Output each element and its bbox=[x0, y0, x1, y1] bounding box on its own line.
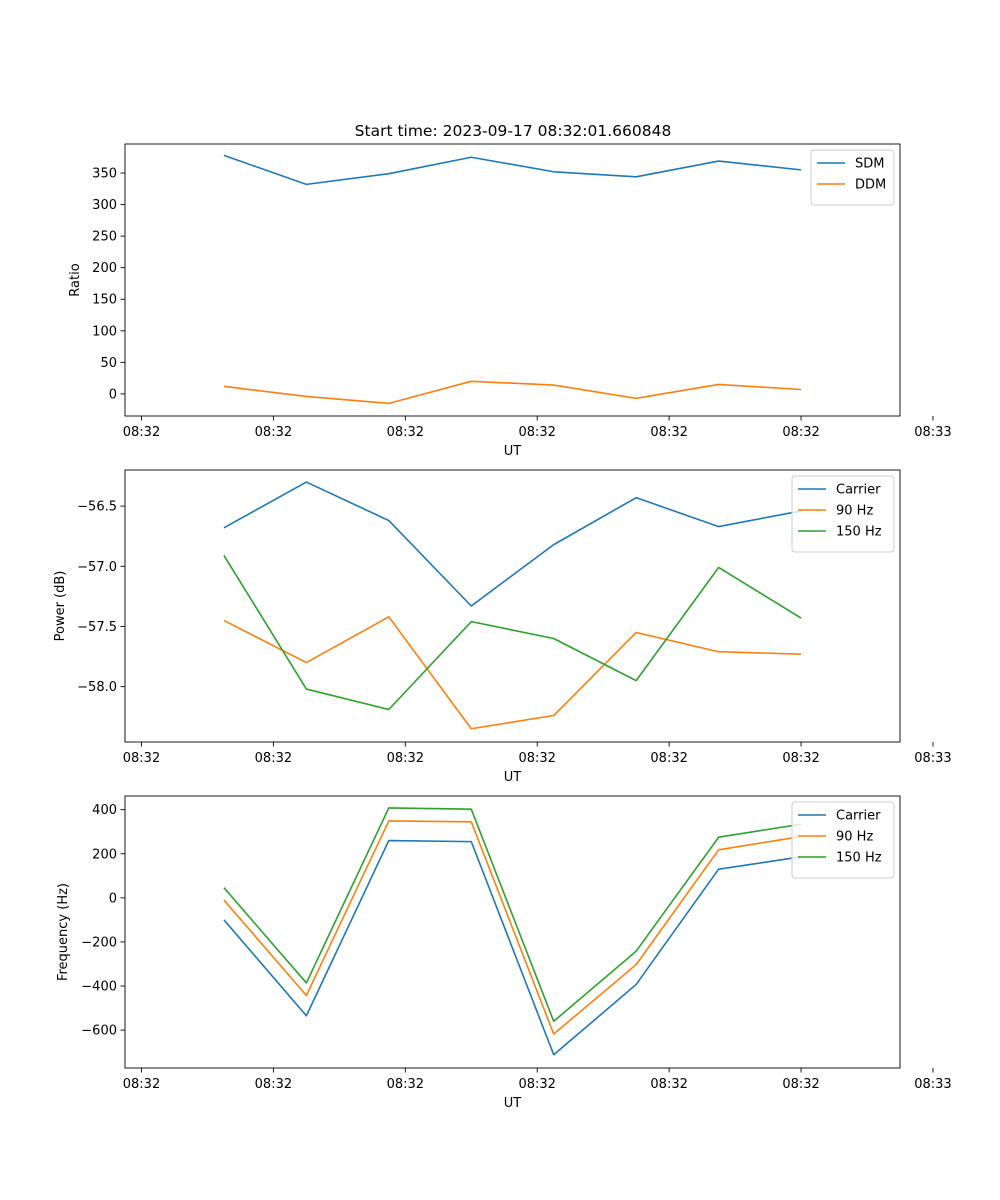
power-x-axis-label: UT bbox=[504, 770, 522, 785]
frequency-series-90-hz bbox=[223, 820, 802, 1035]
plots: 08:32 08:32 08:32 08:32 08:32 08:32 08:33 0 50 10… bbox=[53, 143, 952, 1111]
ratio-legend-label-sdm: SDM bbox=[855, 157, 884, 172]
power-legend-label-90-hz: 90 Hz bbox=[836, 504, 873, 519]
frequency-y-tick-label: −400 bbox=[81, 980, 117, 995]
frequency-x-tick-label: 08:33 bbox=[914, 1077, 951, 1092]
power-series-carrier bbox=[223, 481, 802, 607]
ratio-series-ddm bbox=[223, 380, 802, 405]
ratio-x-tick-label: 08:32 bbox=[387, 425, 424, 440]
power-x-tick-label: 08:32 bbox=[255, 751, 292, 766]
frequency-y-tick-label: 200 bbox=[92, 847, 117, 862]
power-x-tick-label: 08:32 bbox=[387, 751, 424, 766]
frequency-series-carrier bbox=[223, 839, 802, 1056]
frequency-legend-label-carrier: Carrier bbox=[836, 809, 881, 824]
frequency-x-tick-label: 08:32 bbox=[255, 1077, 292, 1092]
frequency-y-tick-label: 0 bbox=[109, 891, 117, 906]
power-x-tick-label: 08:32 bbox=[518, 751, 555, 766]
ratio-x-axis-label: UT bbox=[504, 444, 522, 459]
ratio-x-tick-label: 08:33 bbox=[914, 425, 951, 440]
ratio-y-tick-label: 100 bbox=[92, 324, 117, 339]
power-legend-box bbox=[791, 475, 895, 553]
power-y-tick-label: −57.5 bbox=[77, 620, 117, 635]
ratio-x-tick-label: 08:32 bbox=[123, 425, 160, 440]
frequency-x-tick-label: 08:32 bbox=[518, 1077, 555, 1092]
power-plot: 08:32 08:32 08:32 08:32 08:32 08:32 08:33 −58.0… bbox=[53, 469, 952, 785]
power-x-tick-label: 08:32 bbox=[123, 751, 160, 766]
ratio-y-tick-label: 200 bbox=[92, 261, 117, 276]
ratio-x-tick-label: 08:32 bbox=[518, 425, 555, 440]
power-axes-frame bbox=[124, 469, 901, 743]
frequency-x-tick-label: 08:32 bbox=[123, 1077, 160, 1092]
power-series-90-hz bbox=[223, 616, 802, 730]
ratio-y-tick-label: 50 bbox=[100, 356, 117, 371]
ratio-plot: 08:32 08:32 08:32 08:32 08:32 08:32 08:33 0 50 10… bbox=[68, 143, 952, 459]
frequency-legend: Carrier 90 Hz 150 Hz bbox=[791, 801, 895, 879]
power-legend-label-150-hz: 150 Hz bbox=[836, 525, 882, 540]
frequency-y-axis-label: Frequency (Hz) bbox=[56, 883, 71, 981]
power-y-tick-label: −57.0 bbox=[77, 560, 117, 575]
power-y-tick-label: −58.0 bbox=[77, 680, 117, 695]
ratio-x-tick-label: 08:32 bbox=[650, 425, 687, 440]
power-x-tick-label: 08:33 bbox=[914, 751, 951, 766]
ratio-y-tick-label: 150 bbox=[92, 293, 117, 308]
frequency-x-tick-label: 08:32 bbox=[650, 1077, 687, 1092]
ratio-axes-frame bbox=[124, 143, 901, 417]
frequency-x-axis-label: UT bbox=[504, 1096, 522, 1111]
ratio-legend: SDM DDM bbox=[810, 149, 895, 206]
power-x-tick-label: 08:32 bbox=[650, 751, 687, 766]
frequency-legend-label-90-hz: 90 Hz bbox=[836, 830, 873, 845]
frequency-y-tick-label: 400 bbox=[92, 803, 117, 818]
frequency-plot: 08:32 08:32 08:32 08:32 08:32 08:32 08:33 −600 −… bbox=[56, 795, 952, 1111]
ratio-y-axis-label: Ratio bbox=[68, 263, 83, 296]
ratio-y-tick-label: 250 bbox=[92, 230, 117, 245]
frequency-series-150-hz bbox=[223, 807, 802, 1023]
frequency-legend-box bbox=[791, 801, 895, 879]
ratio-y-tick-label: 350 bbox=[92, 167, 117, 182]
power-y-axis-label: Power (dB) bbox=[53, 571, 68, 642]
power-series-150-hz bbox=[223, 555, 802, 711]
ratio-y-tick-label: 0 bbox=[109, 387, 117, 402]
power-legend: Carrier 90 Hz 150 Hz bbox=[791, 475, 895, 553]
ratio-x-tick-label: 08:32 bbox=[255, 425, 292, 440]
power-legend-label-carrier: Carrier bbox=[836, 483, 881, 498]
frequency-y-tick-label: −200 bbox=[81, 935, 117, 950]
ratio-series-sdm bbox=[223, 154, 802, 186]
ratio-y-tick-label: 300 bbox=[92, 198, 117, 213]
power-y-tick-label: −56.5 bbox=[77, 500, 117, 515]
frequency-x-tick-label: 08:32 bbox=[782, 1077, 819, 1092]
ratio-legend-label-ddm: DDM bbox=[855, 178, 886, 193]
frequency-axes-frame bbox=[124, 795, 901, 1069]
frequency-x-tick-label: 08:32 bbox=[387, 1077, 424, 1092]
frequency-y-tick-label: −600 bbox=[81, 1024, 117, 1039]
chart-title: Start time: 2023-09-17 08:32:01.660848 bbox=[355, 122, 672, 140]
power-x-tick-label: 08:32 bbox=[782, 751, 819, 766]
ratio-x-tick-label: 08:32 bbox=[782, 425, 819, 440]
frequency-legend-label-150-hz: 150 Hz bbox=[836, 851, 882, 866]
